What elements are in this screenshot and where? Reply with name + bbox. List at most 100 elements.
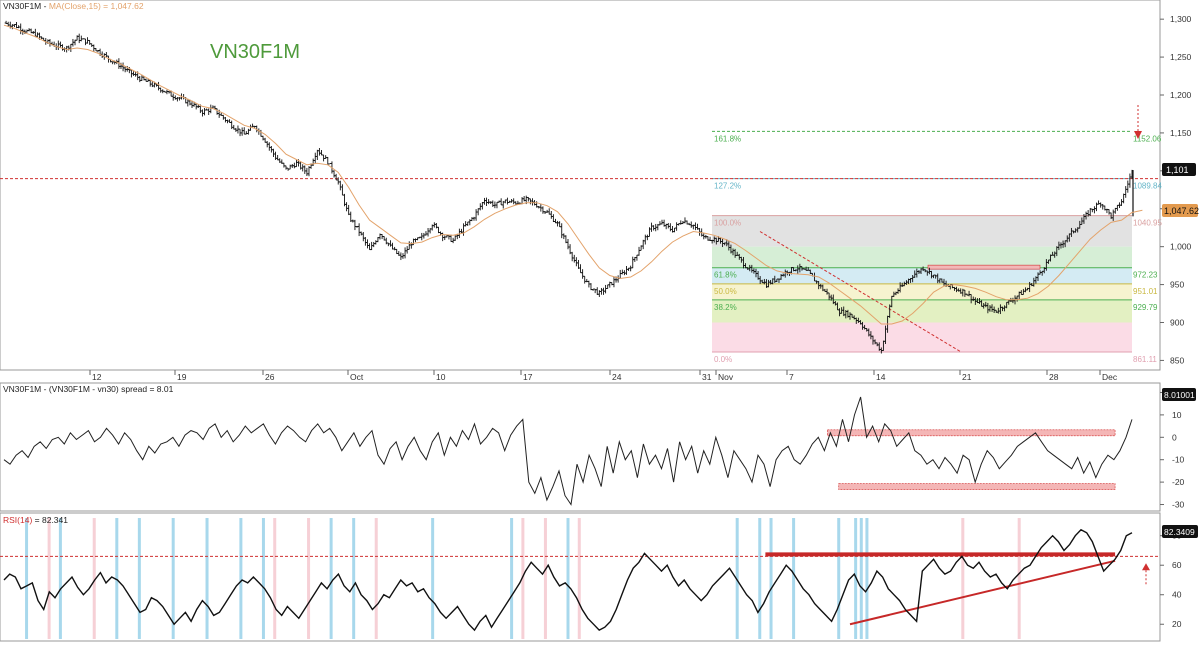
rsi-last-badge: 82.3409 [1162,525,1198,538]
spread-panel: 20100-10-20-30 VN30F1M - (VN30F1M - vn30… [0,382,1196,512]
fib-pct-label: 50.0% [714,287,737,296]
rsi-last-label: 82.3409 [1164,527,1195,537]
fib-value-label: 1089.84 [1133,182,1162,191]
date-tick-label: 12 [92,372,102,382]
rsi-panel-frame [0,512,1161,642]
fib-pct-label: 38.2% [714,303,737,312]
price-header-ma: MA(Close,15) = 1,047.62 [49,1,144,11]
spread-zone-0 [827,429,1116,437]
date-tick-label: Dec [1102,372,1118,382]
rsi-oversold-bar [865,518,869,639]
fib-pct-label: 0.0% [714,355,732,364]
spread-y-tick-label: -10 [1172,455,1185,465]
fib-band-0 [712,215,1132,247]
last-price-badge: 1,101 [1162,163,1196,176]
rsi-oversold-bar [859,518,863,639]
rsi-oversold-bar [758,518,762,639]
fib-value-label: 929.79 [1133,303,1158,312]
rsi-header: RSI(14) = 82.341 [3,515,68,525]
price-y-tick-label: 950 [1170,280,1184,290]
rsi-overbought-bar [521,518,525,639]
rsi-oversold-bar [792,518,796,639]
spread-y-tick-label: 10 [1172,410,1182,420]
breakout-zone [927,264,1041,270]
fib-band-3 [712,283,1132,300]
rsi-panel: 80604020 RSI(14) = 82.341 82.3409 [0,512,1198,642]
spread-panel-frame [0,382,1161,512]
price-y-tick-label: 900 [1170,318,1184,328]
price-y-tick-label: 1,250 [1170,52,1192,62]
fib-value-label: 861.11 [1133,355,1157,364]
price-y-tick-label: 1,300 [1170,14,1192,24]
rsi-overbought-bar [961,518,965,639]
spread-zones [827,429,1116,490]
rsi-arrow-head [1142,563,1150,571]
date-tick-label: 21 [962,372,972,382]
target-arrow-head [1134,131,1142,139]
rsi-oversold-bar [115,518,119,639]
rsi-oversold-bar [735,518,739,639]
spread-header: VN30F1M - (VN30F1M - vn30) spread = 8.01 [3,384,174,394]
rsi-overbought-bar [47,518,51,639]
date-tick-label: 10 [436,372,446,382]
date-tick-label: 14 [876,372,886,382]
price-y-tick-label: 1,200 [1170,90,1192,100]
rsi-oversold-bar [329,518,333,639]
rsi-overbought-bar [92,518,96,639]
price-y-tick-label: 1,000 [1170,242,1192,252]
rsi-line [3,528,1133,632]
fib-value-label: 972.23 [1133,271,1158,280]
fib-pct-label: 61.8% [714,271,737,280]
fib-value-label: 951.01 [1133,287,1158,296]
rsi-y-tick-label: 60 [1172,560,1182,570]
rsi-oversold-bar [58,518,62,639]
price-annotations [0,105,1160,352]
rsi-header-value: = 82.341 [32,515,68,525]
last-price-label: 1,101 [1166,165,1189,175]
date-tick-label: Nov [718,372,734,382]
spread-last-badge: 8.01001 [1162,388,1196,401]
fib-value-label: 1152.06 [1133,134,1162,143]
rsi-y-tick-label: 40 [1172,590,1182,600]
fib-band-4 [712,299,1132,323]
date-tick-label: 7 [789,372,794,382]
rsi-oversold-bar [837,518,841,639]
rsi-highlight-bars [25,518,1021,639]
date-axis: 12 19 26 Oct 10 17 24 31 Nov 7 14 21 28 Dec [89,370,1118,382]
rsi-trendline [849,559,1116,626]
price-y-tick-label: 1,150 [1170,128,1192,138]
rsi-y-tick-label: 20 [1172,619,1182,629]
ma-value-badge: 1,047.62 [1162,204,1199,217]
price-header: VN30F1M - MA(Close,15) = 1,047.62 [3,1,144,11]
rsi-oversold-bar [205,518,209,639]
fib-band-5 [712,322,1132,352]
price-candles [4,20,1134,354]
spread-y-tick-label: -20 [1172,477,1185,487]
rsi-overbought-bar [1017,518,1021,639]
rsi-oversold-bar [261,518,265,639]
spread-last-label: 8.01001 [1164,390,1195,400]
rsi-overbought-bar [374,518,378,639]
rsi-oversold-bar [239,518,243,639]
rsi-header-name: RSI(14) [3,515,32,525]
fib-pct-label: 161.8% [714,134,741,143]
rsi-oversold-bar [171,518,175,639]
rsi-oversold-bar [431,518,435,639]
rsi-overbought-bar [543,518,547,639]
downtrend-line [759,231,961,352]
spread-zone-1 [838,483,1116,490]
rsi-overbought-bar [273,518,277,639]
rsi-oversold-bar [510,518,514,639]
rsi-oversold-bar [352,518,356,639]
fibonacci-bands [712,215,1132,352]
spread-y-tick-label: -30 [1172,500,1185,510]
rsi-oversold-bar [566,518,570,639]
date-tick-label: 17 [523,372,533,382]
rsi-oversold-bar [25,518,29,639]
rsi-overbought-bar [577,518,581,639]
date-tick-label: 31 [702,372,712,382]
fib-band-2 [712,267,1132,284]
moving-average-line [3,24,1143,325]
